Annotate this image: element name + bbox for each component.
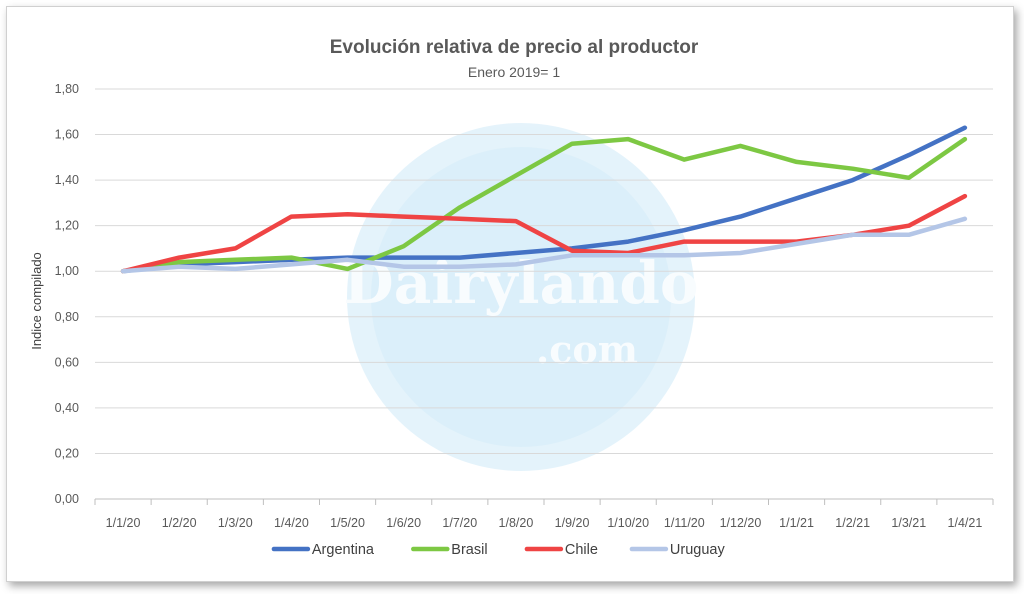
legend-label-brasil: Brasil [451, 542, 487, 558]
watermark-inner-circle [371, 147, 671, 447]
y-axis-ticks: 0,00 0,20 0,40 0,60 0,80 1,00 1,20 1,40 1,60 1,80 [55, 82, 79, 506]
x-tick-label: 1/5/20 [330, 516, 365, 530]
x-tick-label: 1/9/20 [555, 516, 590, 530]
legend: Argentina Brasil Chile Uruguay [271, 542, 726, 558]
y-tick-label: 0,80 [55, 310, 79, 324]
y-tick-label: 1,20 [55, 219, 79, 233]
x-tick-label: 1/6/20 [386, 516, 421, 530]
x-tick-label: 1/2/20 [162, 516, 197, 530]
y-tick-label: 1,80 [55, 82, 79, 96]
x-tick-label: 1/8/20 [499, 516, 534, 530]
y-tick-label: 0,60 [55, 355, 79, 369]
x-tick-label: 1/1/21 [779, 516, 814, 530]
x-tick-label: 1/4/21 [948, 516, 983, 530]
legend-label-uruguay: Uruguay [670, 542, 726, 558]
watermark-subtext: .com [536, 327, 638, 372]
line-chart: Dairylando .com Evolución relativa de pr… [29, 37, 994, 558]
y-tick-label: 1,40 [55, 173, 79, 187]
x-tick-label: 1/12/20 [720, 516, 762, 530]
series-lines [120, 125, 968, 274]
y-tick-label: 0,20 [55, 446, 79, 460]
y-tick-label: 1,00 [55, 264, 79, 278]
chart-subtitle: Enero 2019= 1 [468, 64, 560, 80]
series-line-brasil [120, 136, 968, 274]
x-tick-label: 1/4/20 [274, 516, 309, 530]
chart-frame: Dairylando .com Evolución relativa de pr… [6, 6, 1014, 582]
x-tick-label: 1/10/20 [607, 516, 649, 530]
x-tick-label: 1/1/20 [106, 516, 141, 530]
chart-title: Evolución relativa de precio al producto… [330, 37, 699, 58]
x-tick-label: 1/2/21 [835, 516, 870, 530]
gridlines [95, 88, 993, 454]
x-axis [94, 498, 994, 505]
legend-label-argentina: Argentina [312, 542, 375, 558]
watermark-logo: Dairylando .com [343, 123, 699, 471]
y-tick-label: 0,40 [55, 401, 79, 415]
x-axis-ticks: 1/1/20 1/2/20 1/3/20 1/4/20 1/5/20 1/6/20 1/7/… [106, 516, 983, 530]
legend-label-chile: Chile [565, 542, 598, 558]
x-tick-label: 1/3/21 [891, 516, 926, 530]
y-axis-label: Indice compilado [29, 252, 44, 350]
series-line-uruguay [120, 216, 968, 274]
y-tick-label: 0,00 [55, 492, 79, 506]
x-tick-label: 1/7/20 [442, 516, 477, 530]
x-tick-label: 1/3/20 [218, 516, 253, 530]
watermark-text: Dairylando [343, 249, 698, 317]
y-tick-label: 1,60 [55, 128, 79, 142]
x-tick-label: 1/11/20 [664, 516, 705, 530]
